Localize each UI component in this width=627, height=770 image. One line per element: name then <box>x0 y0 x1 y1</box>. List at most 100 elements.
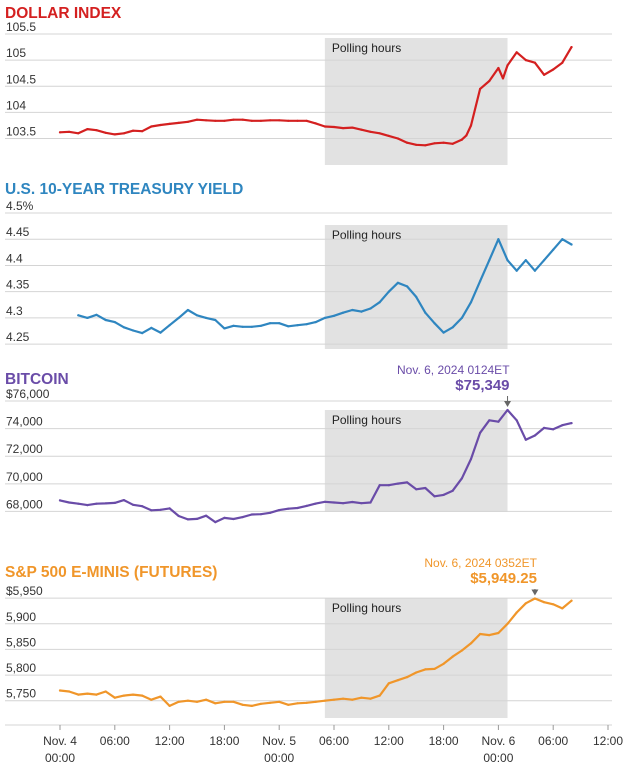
data-point <box>214 702 217 705</box>
data-point <box>561 607 564 610</box>
data-point <box>168 507 171 510</box>
data-point <box>150 698 153 701</box>
data-point <box>424 668 427 671</box>
data-point <box>552 248 555 251</box>
data-point <box>424 144 427 147</box>
x-axis: Nov. 4 00:00 06:00 12:00 18:00 Nov. 5 00:00 06:… <box>5 724 623 765</box>
y-tick-label: $76,000 <box>6 387 50 401</box>
polling-hours-band <box>324 410 508 512</box>
data-point <box>424 311 427 314</box>
data-point <box>451 142 454 145</box>
y-tick-label: 105.5 <box>6 20 36 34</box>
data-point <box>332 501 336 504</box>
data-point <box>77 502 80 505</box>
data-point <box>506 408 509 412</box>
data-point <box>351 308 354 312</box>
data-point <box>314 700 317 703</box>
data-point <box>186 308 189 312</box>
data-point <box>159 331 162 334</box>
data-point <box>360 310 363 313</box>
data-point <box>332 698 336 701</box>
data-point <box>77 693 80 696</box>
data-point <box>543 426 546 429</box>
x-tick-label: 12:00 <box>374 734 404 748</box>
data-point <box>342 311 345 314</box>
data-point <box>122 132 125 135</box>
data-point <box>104 318 107 322</box>
data-point <box>543 259 546 262</box>
data-point <box>95 129 98 132</box>
data-point <box>195 517 199 521</box>
data-point <box>223 327 226 330</box>
data-point <box>168 324 171 327</box>
data-point <box>342 127 345 130</box>
data-point <box>570 422 573 425</box>
data-point <box>497 238 500 241</box>
data-point <box>387 682 390 685</box>
data-point <box>488 259 491 262</box>
x-tick-label: 12:00 <box>593 734 623 748</box>
data-point <box>86 692 89 695</box>
data-point <box>58 689 62 692</box>
data-point <box>314 122 317 125</box>
data-point <box>305 701 308 704</box>
data-point <box>406 285 409 288</box>
data-point <box>159 695 162 698</box>
data-point <box>561 61 564 64</box>
data-point <box>497 631 500 635</box>
data-point <box>86 128 89 131</box>
data-point <box>415 671 418 674</box>
data-point <box>195 700 199 703</box>
data-point <box>132 129 135 132</box>
polling-hours-label: Polling hours <box>332 41 401 55</box>
data-point <box>141 332 144 335</box>
data-point <box>296 119 299 122</box>
data-point <box>433 322 436 325</box>
data-point <box>113 133 116 136</box>
data-point <box>524 602 527 605</box>
data-point <box>533 61 537 64</box>
data-point <box>177 700 180 703</box>
annotation-1: Nov. 6, 2024 0352ET$5,949.25 <box>424 556 539 596</box>
data-point <box>396 482 399 485</box>
data-point <box>442 141 445 144</box>
data-point <box>141 130 144 133</box>
data-point <box>122 499 125 502</box>
data-point <box>570 46 573 49</box>
data-point <box>296 702 299 705</box>
data-point <box>205 119 208 122</box>
annotation-arrow-head <box>531 589 539 596</box>
data-point <box>561 238 564 241</box>
data-point <box>387 484 390 487</box>
data-point <box>415 488 418 491</box>
data-point <box>287 325 290 328</box>
data-point <box>269 701 272 704</box>
x-tick-label: 18:00 <box>209 734 239 748</box>
data-point <box>387 290 390 293</box>
data-point <box>552 68 555 71</box>
data-point <box>479 431 482 434</box>
data-point <box>442 493 445 496</box>
y-tick-label: 5,900 <box>6 610 36 624</box>
data-point <box>132 693 135 696</box>
data-point <box>269 119 272 122</box>
data-point <box>250 325 253 328</box>
data-point <box>186 120 189 123</box>
data-point <box>433 142 436 145</box>
y-tick-label: 4.3 <box>6 304 23 318</box>
chart-title: DOLLAR INDEX <box>5 5 122 22</box>
data-point <box>259 119 262 122</box>
data-point <box>378 132 381 135</box>
data-point <box>150 326 153 329</box>
x-tick-label-line2: 00:00 <box>45 751 75 765</box>
data-point <box>406 141 409 144</box>
data-point <box>497 420 500 423</box>
data-point <box>369 307 372 310</box>
data-point <box>122 326 125 329</box>
polling-hours-band <box>324 225 508 349</box>
data-point <box>515 269 518 272</box>
data-point <box>469 642 473 645</box>
data-point <box>360 128 363 131</box>
data-point <box>460 138 463 141</box>
data-point <box>232 118 235 121</box>
